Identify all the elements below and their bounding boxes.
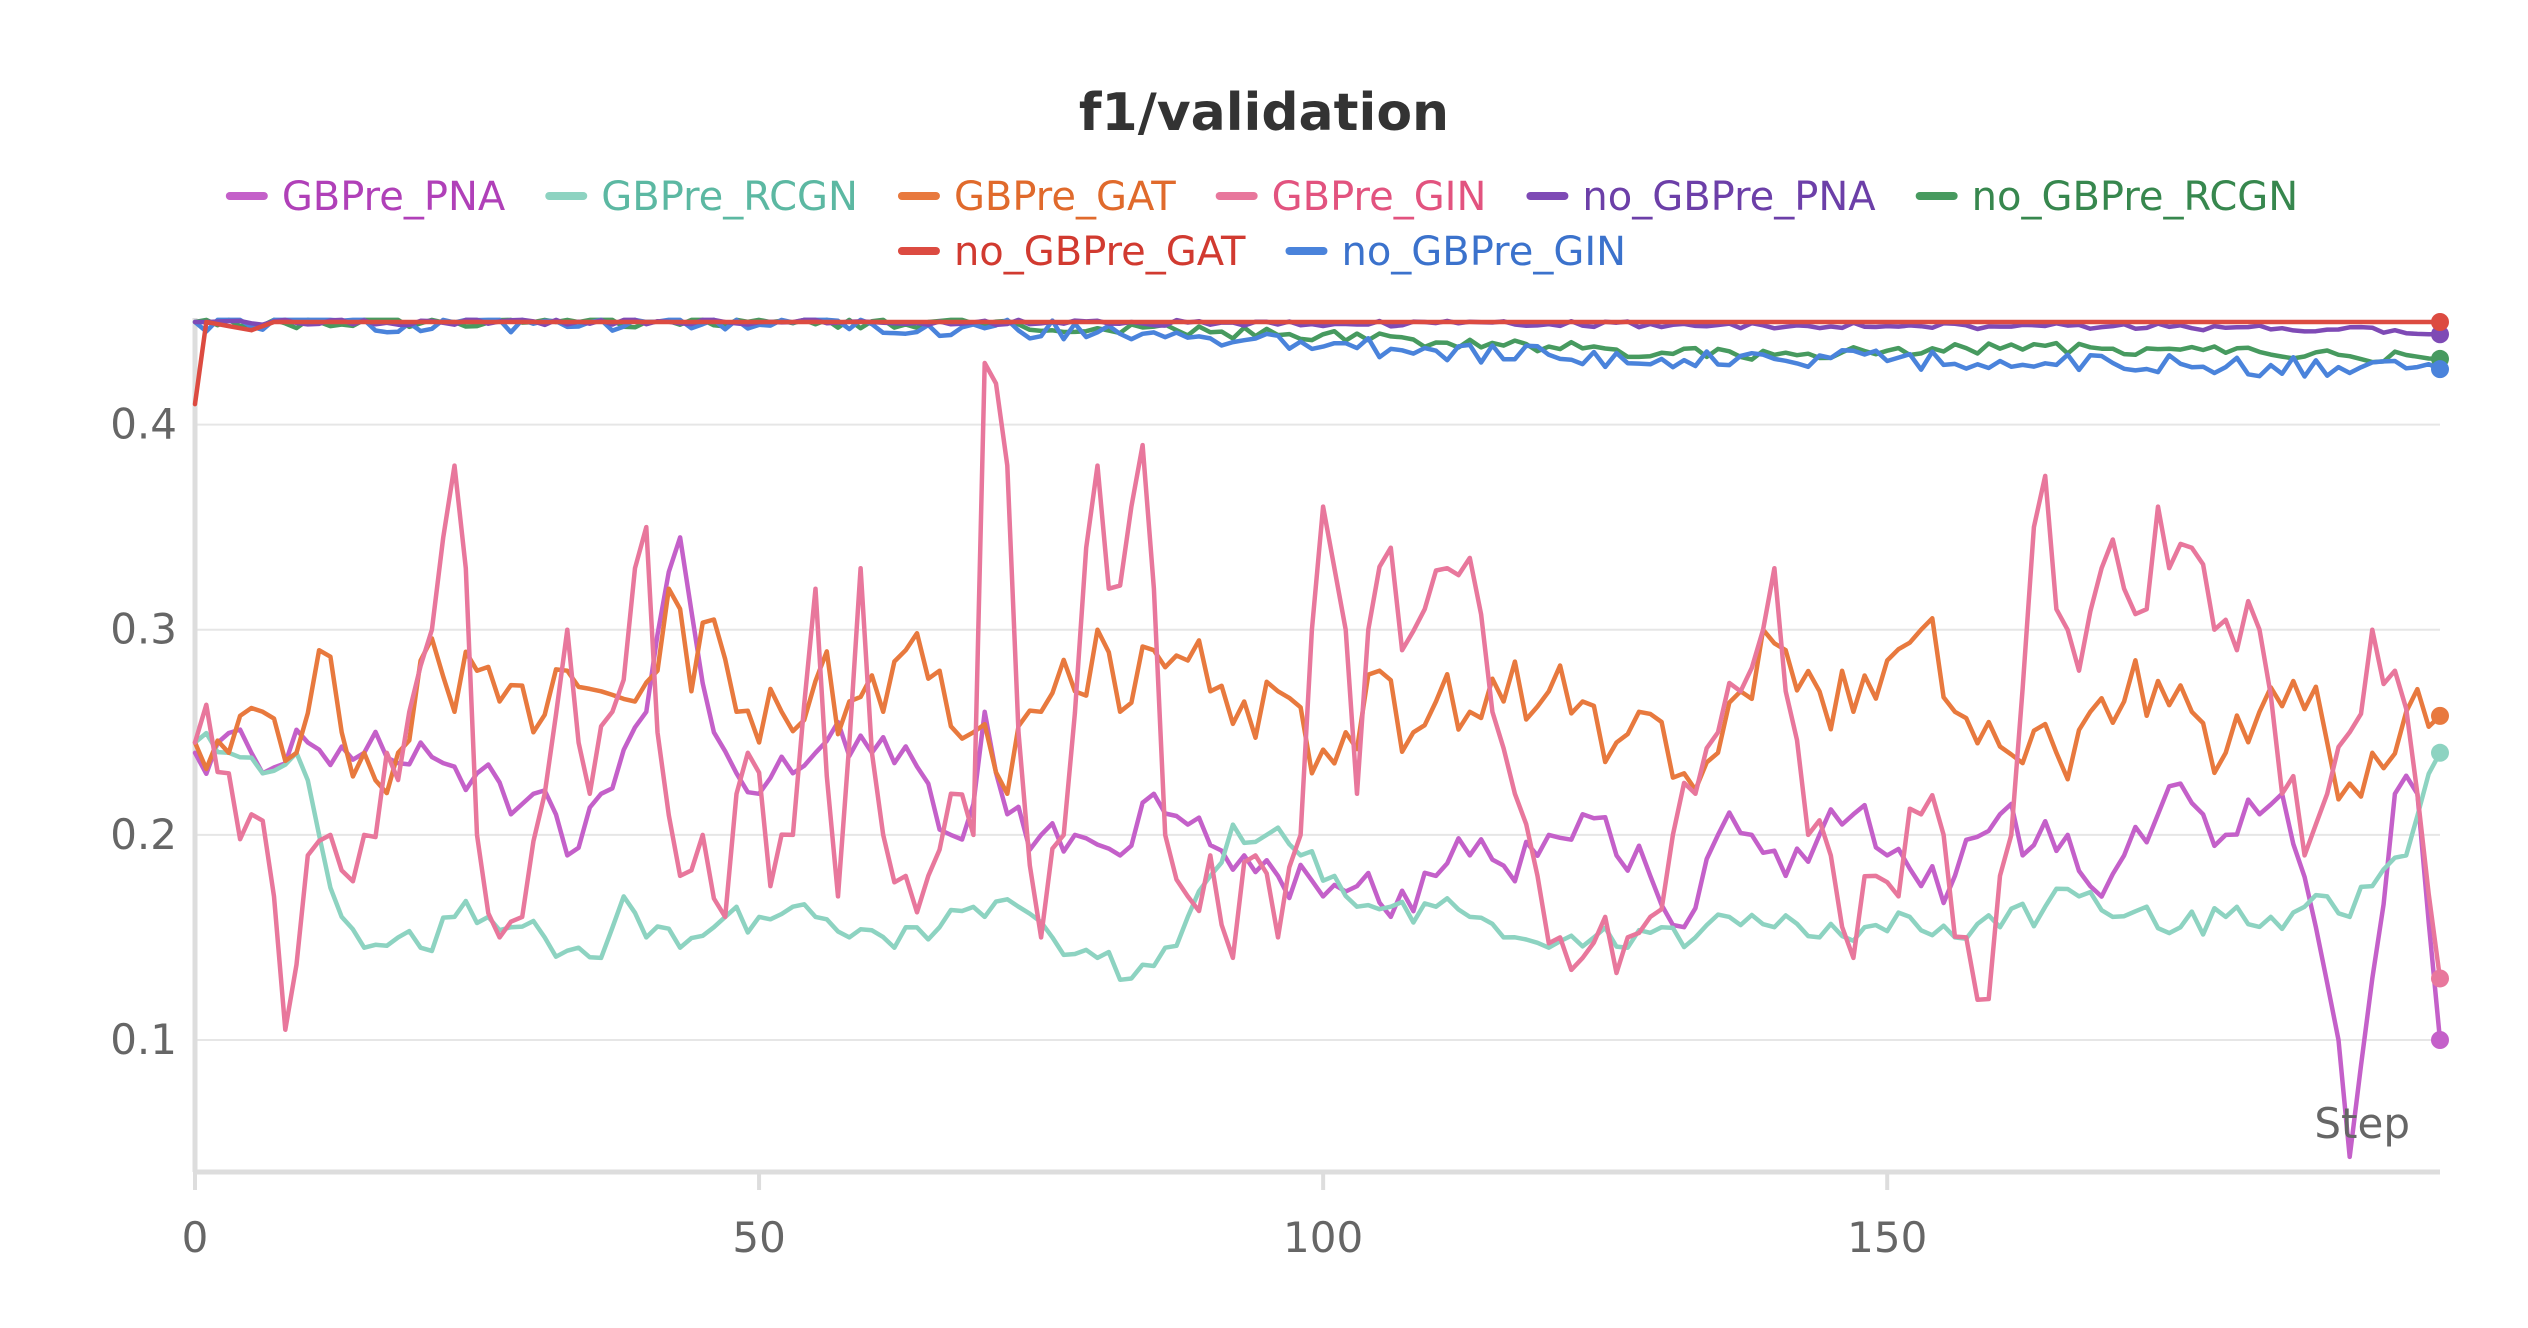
legend-label: no_GBPre_GAT — [954, 229, 1246, 275]
legend-label: GBPre_PNA — [282, 174, 506, 220]
series-line-no_GBPre_GAT — [192, 319, 2443, 407]
series-end-point-no_GBPre_GIN — [2431, 360, 2449, 379]
series-end-point-GBPre_PNA — [2431, 1031, 2449, 1049]
chart-title: f1/validation — [1079, 83, 1449, 143]
series-line-no_GBPre_GIN — [192, 317, 2443, 379]
legend-label: no_GBPre_PNA — [1582, 174, 1876, 220]
series-line-GBPre_RCGN — [192, 730, 2443, 983]
x-tick-label: 0 — [182, 1213, 209, 1262]
series-end-point-GBPre_GIN — [2431, 969, 2449, 988]
legend-item-GBPre_GIN[interactable]: GBPre_GIN — [1215, 174, 1487, 220]
series-line-GBPre_GAT — [192, 586, 2443, 802]
axes: 0.1 0.2 0.3 0.4 0 50 100 150 — [110, 318, 2440, 1262]
legend: GBPre_PNA GBPre_RCGN GBPre_GAT GBPre_GIN no_… — [225, 174, 2299, 275]
legend-item-no_GBPre_GIN[interactable]: no_GBPre_GIN — [1285, 229, 1626, 275]
legend-item-GBPre_PNA[interactable]: GBPre_PNA — [225, 174, 506, 220]
legend-label: GBPre_GAT — [954, 174, 1176, 220]
legend-label: no_GBPre_RCGN — [1972, 174, 2299, 220]
series-line-GBPre_GIN — [192, 360, 2443, 1032]
x-tick-label: 100 — [1283, 1213, 1363, 1262]
legend-item-GBPre_RCGN[interactable]: GBPre_RCGN — [545, 174, 858, 220]
y-tick-label: 0.1 — [110, 1015, 177, 1064]
series-end-point-no_GBPre_GAT — [2431, 313, 2449, 331]
x-tick-label: 150 — [1847, 1213, 1927, 1262]
series-end-point-GBPre_RCGN — [2431, 743, 2449, 762]
legend-label: GBPre_GIN — [1272, 174, 1487, 220]
y-tick-label: 0.3 — [110, 605, 177, 654]
legend-item-no_GBPre_PNA[interactable]: no_GBPre_PNA — [1526, 174, 1876, 220]
x-axis-label: Step — [2314, 1099, 2410, 1148]
y-tick-label: 0.2 — [110, 810, 177, 859]
legend-label: no_GBPre_GIN — [1341, 229, 1626, 275]
plot-area — [192, 313, 2449, 1160]
legend-label: GBPre_RCGN — [601, 174, 858, 220]
series-end-point-no_GBPre_PNA — [2431, 325, 2449, 344]
y-tick-label: 0.4 — [110, 400, 177, 449]
legend-item-no_GBPre_GAT[interactable]: no_GBPre_GAT — [897, 229, 1246, 275]
series-end-point-GBPre_GAT — [2431, 706, 2449, 725]
legend-item-GBPre_GAT[interactable]: GBPre_GAT — [897, 174, 1176, 220]
legend-item-no_GBPre_RCGN[interactable]: no_GBPre_RCGN — [1915, 174, 2299, 220]
series-line-GBPre_PNA — [192, 535, 2443, 1160]
x-tick-label: 50 — [732, 1213, 785, 1262]
